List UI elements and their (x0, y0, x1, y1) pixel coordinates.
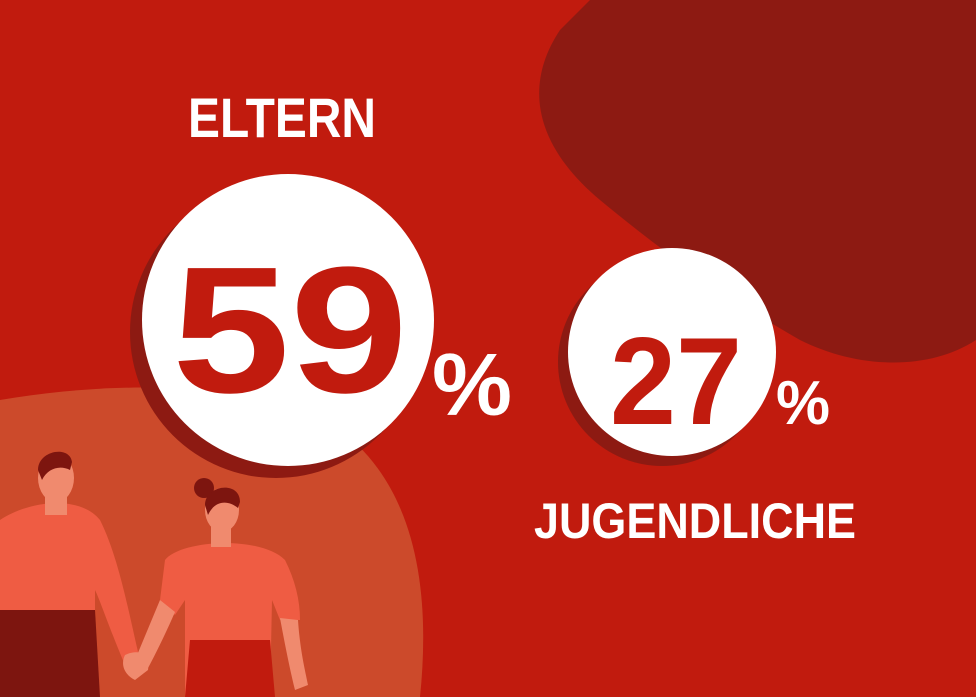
people-illustration (0, 451, 308, 697)
label: JUGENDLICHE (534, 493, 856, 549)
dark-blob (539, 0, 976, 363)
value: 27 (610, 313, 742, 451)
circle (568, 248, 776, 456)
unit: % (432, 335, 512, 434)
unit: % (776, 369, 830, 438)
label: ELTERN (188, 86, 376, 149)
value: 59 (172, 230, 408, 431)
circle (142, 174, 434, 466)
